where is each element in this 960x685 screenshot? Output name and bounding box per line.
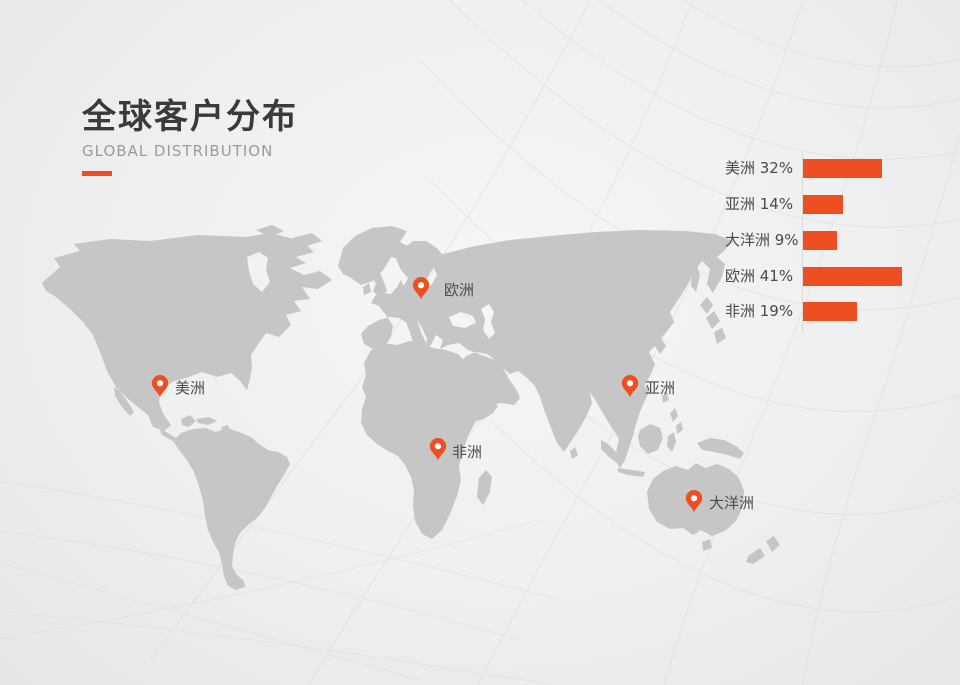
pin-label-oceania: 大洋洲 [709, 494, 755, 512]
location-pin-icon-europe [412, 277, 430, 300]
chart-label-asia: 亚洲 14% [725, 195, 794, 213]
distribution-bar-chart: 美洲 32% 亚洲 14% 大洋洲 9% 欧洲 41% 非洲 19% [725, 150, 960, 333]
cuba [196, 417, 217, 425]
iceland [359, 258, 378, 271]
central-america [160, 428, 200, 451]
taiwan [662, 392, 669, 403]
location-pin-icon-africa [429, 438, 447, 461]
page-title: 全球客户分布 [82, 97, 298, 137]
chart-row-americas: 美洲 32% [725, 159, 960, 178]
chart-row-oceania: 大洋洲 9% [725, 231, 960, 250]
accent-underline [82, 171, 112, 176]
page-subtitle: GLOBAL DISTRIBUTION [82, 142, 274, 160]
chart-label-americas: 美洲 32% [725, 159, 794, 177]
yucatan [181, 415, 196, 427]
chart-axis-line [802, 152, 803, 332]
chart-label-europe: 欧洲 41% [725, 267, 794, 285]
location-pin-icon-oceania [685, 490, 703, 513]
baja-california [114, 387, 134, 416]
sakhalin [691, 265, 700, 292]
pin-label-asia: 亚洲 [645, 379, 676, 397]
japan [700, 297, 726, 344]
ireland [363, 283, 371, 295]
indonesia [601, 424, 676, 477]
pin-label-europe: 欧洲 [444, 281, 475, 299]
tasmania [702, 539, 712, 551]
chart-bar-asia [803, 195, 843, 214]
chart-bar-europe [803, 267, 902, 286]
eurasia [361, 230, 733, 468]
slide-header: 全球客户分布 GLOBAL DISTRIBUTION [82, 96, 298, 176]
sri-lanka [570, 447, 578, 459]
united-kingdom [372, 271, 387, 298]
location-pin-icon-asia [621, 375, 639, 398]
africa [361, 341, 498, 539]
new-zealand [746, 536, 780, 564]
arctic-islands [240, 225, 322, 256]
chart-bar-africa [803, 302, 857, 321]
chart-row-africa: 非洲 19% [725, 302, 960, 321]
chart-label-oceania: 大洋洲 9% [725, 231, 799, 249]
hispaniola [221, 425, 230, 432]
chart-bar-americas [803, 159, 882, 178]
location-pin-icon-americas [151, 375, 169, 398]
greenland [338, 226, 411, 285]
chart-row-asia: 亚洲 14% [725, 195, 960, 214]
new-guinea [697, 438, 744, 459]
south-america [173, 428, 290, 590]
madagascar [477, 470, 492, 505]
chart-label-africa: 非洲 19% [725, 302, 794, 320]
chart-row-europe: 欧洲 41% [725, 267, 960, 286]
pin-label-africa: 非洲 [452, 443, 483, 461]
philippines [670, 408, 683, 434]
chart-bar-oceania [803, 231, 837, 250]
pin-label-americas: 美洲 [175, 379, 206, 397]
north-america [42, 233, 332, 431]
